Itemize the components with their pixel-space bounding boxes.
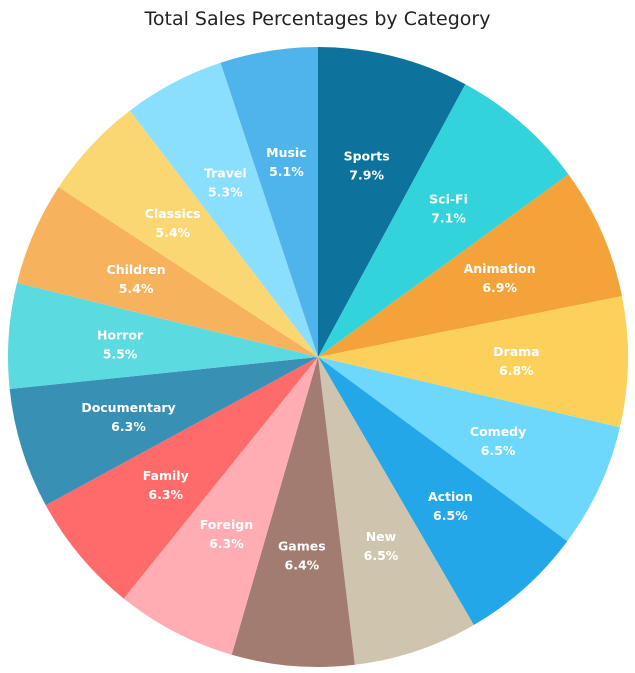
- pie-slice-sports: [318, 47, 466, 357]
- slice-value-label: 6.9%: [482, 280, 517, 295]
- chart-title: Total Sales Percentages by Category: [144, 8, 491, 30]
- slice-label: Action: [428, 489, 473, 504]
- slice-label: Comedy: [470, 424, 526, 439]
- slice-value-label: 6.5%: [433, 508, 468, 523]
- slice-value-label: 6.5%: [481, 443, 516, 458]
- pie-slice-games: [231, 357, 355, 667]
- slice-label: Games: [278, 539, 326, 554]
- slice-value-label: 6.8%: [499, 363, 534, 378]
- slice-label: Travel: [204, 166, 247, 181]
- pie-slice-drama: [318, 296, 628, 428]
- slice-label: Foreign: [200, 517, 253, 532]
- slice-value-label: 5.5%: [103, 346, 138, 361]
- slice-label: Family: [143, 468, 189, 483]
- pie-labels: Sports 7.9% Sci-Fi 7.1% Animation 6.9% Drama 6.…: [81, 145, 539, 573]
- slice-label: Drama: [493, 344, 539, 359]
- pie-slice-new: [318, 357, 474, 665]
- pie-slice-horror: [7, 282, 318, 390]
- slice-label: Sci-Fi: [429, 192, 468, 207]
- slice-label: Classics: [145, 206, 201, 221]
- pie-slice-sci-fi: [318, 84, 569, 357]
- slice-label: Horror: [97, 327, 144, 342]
- slice-label: Sports: [344, 149, 390, 164]
- slice-label: Animation: [464, 261, 536, 276]
- slice-value-label: 5.1%: [269, 164, 304, 179]
- pie-slice-comedy: [318, 357, 620, 542]
- pie-slice-travel: [129, 62, 318, 357]
- pie-slice-documentary: [9, 357, 319, 506]
- pie-slice-action: [318, 357, 568, 625]
- slice-value-label: 7.1%: [431, 211, 466, 226]
- slice-label: New: [366, 529, 397, 544]
- slice-value-label: 6.4%: [285, 558, 320, 573]
- slice-value-label: 5.4%: [155, 225, 190, 240]
- pie-slice-animation: [318, 174, 622, 357]
- slice-value-label: 6.3%: [111, 419, 146, 434]
- pie-slice-music: [220, 47, 318, 357]
- pie-slice-classics: [58, 110, 318, 358]
- pie-slices: [7, 47, 628, 667]
- slice-value-label: 6.5%: [364, 548, 399, 563]
- slice-value-label: 7.9%: [349, 168, 384, 183]
- slice-label: Music: [266, 145, 306, 160]
- pie-slice-foreign: [123, 357, 318, 655]
- slice-value-label: 6.3%: [209, 536, 244, 551]
- slice-value-label: 5.3%: [208, 185, 243, 200]
- slice-value-label: 5.4%: [119, 281, 154, 296]
- slice-label: Children: [107, 262, 166, 277]
- slice-value-label: 6.3%: [148, 487, 183, 502]
- pie-slice-family: [45, 357, 318, 599]
- pie-slice-children: [16, 187, 319, 357]
- slice-label: Documentary: [81, 400, 175, 415]
